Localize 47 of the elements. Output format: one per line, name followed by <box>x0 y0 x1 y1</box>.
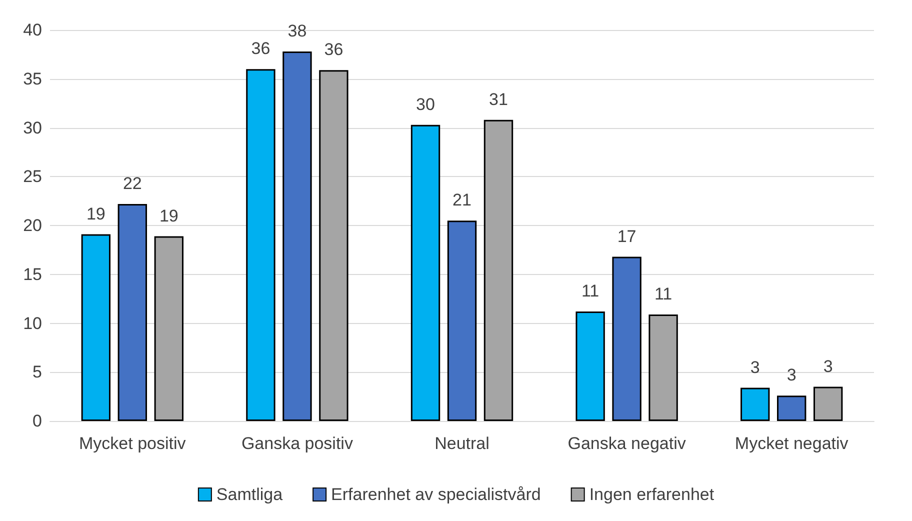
data-label: 11 <box>654 284 672 304</box>
y-tick-label: 25 <box>23 167 42 186</box>
bar <box>118 204 147 421</box>
bar <box>648 314 678 421</box>
data-label: 36 <box>324 40 344 60</box>
y-tick-label: 15 <box>23 264 42 284</box>
data-label: 19 <box>159 206 178 226</box>
x-tick-label: Neutral <box>434 434 490 453</box>
data-label: 30 <box>416 94 435 114</box>
data-label: 31 <box>489 90 508 109</box>
bar <box>813 386 843 421</box>
data-label: 3 <box>750 358 760 377</box>
data-label: 22 <box>122 174 142 193</box>
y-tick-label: 40 <box>23 20 42 40</box>
data-label: 21 <box>452 190 472 210</box>
data-label: 36 <box>251 39 270 58</box>
x-tick-label: Ganska negativ <box>568 434 686 453</box>
y-tick-label: 5 <box>32 362 42 382</box>
legend-label: Erfarenhet av specialistvård <box>331 485 541 504</box>
x-tick-label: Mycket positiv <box>79 434 186 453</box>
bar <box>81 234 111 421</box>
bar <box>612 256 642 421</box>
data-label: 11 <box>581 282 600 301</box>
bar <box>484 120 514 421</box>
bar <box>777 396 806 421</box>
data-label: 17 <box>617 226 636 246</box>
bar <box>319 70 348 421</box>
bar <box>410 124 440 421</box>
bar <box>447 220 477 421</box>
data-label: 19 <box>86 204 106 224</box>
data-label: 3 <box>786 366 796 385</box>
legend-label: Samtliga <box>216 485 284 504</box>
bar <box>740 388 770 421</box>
x-tick-label: Mycket negativ <box>734 434 849 453</box>
bar <box>576 312 605 421</box>
y-tick-label: 0 <box>32 412 42 430</box>
y-tick-label: 10 <box>23 314 42 333</box>
y-tick-label: 35 <box>23 69 42 88</box>
data-label: 3 <box>823 356 833 376</box>
y-tick-label: 20 <box>23 216 42 235</box>
bar <box>154 236 184 421</box>
y-tick-label: 30 <box>23 118 42 138</box>
bar <box>246 69 276 421</box>
data-label: 38 <box>288 22 307 41</box>
legend-label: Ingen erfarenhet <box>589 485 714 504</box>
bar <box>282 52 312 421</box>
x-tick-label: Ganska positiv <box>241 434 354 453</box>
